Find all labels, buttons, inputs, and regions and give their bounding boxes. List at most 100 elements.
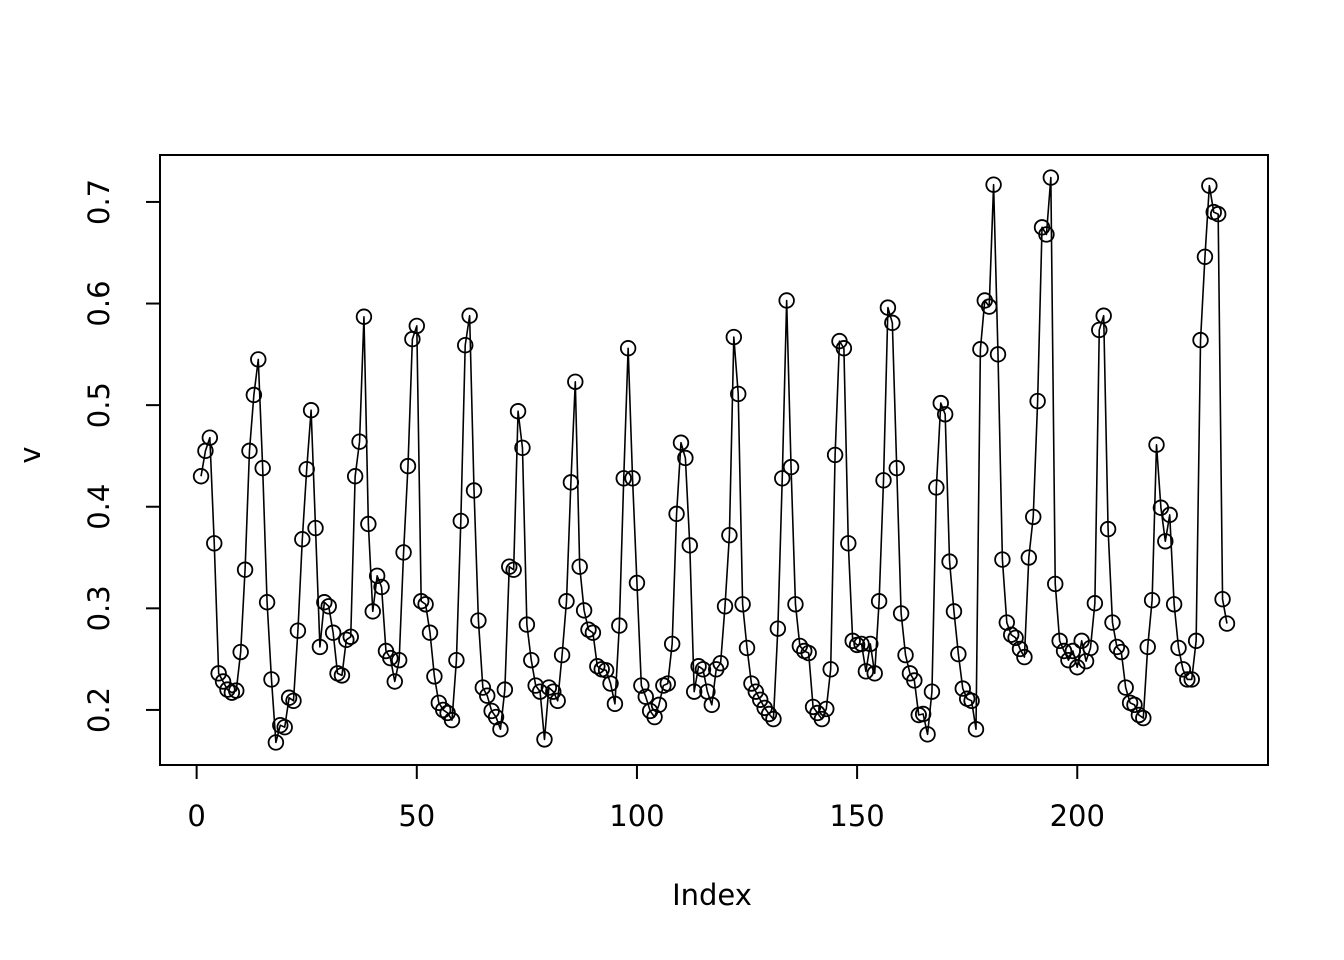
data-point: [545, 683, 562, 700]
data-point: [465, 482, 483, 499]
y-tick-label: 0.6: [82, 280, 116, 326]
data-point: [1196, 248, 1214, 265]
data-point: [919, 726, 936, 743]
data-series: [192, 169, 1236, 751]
data-point: [368, 567, 386, 585]
data-point: [619, 340, 637, 357]
data-point: [509, 403, 527, 420]
data-point: [496, 681, 514, 698]
data-point: [316, 594, 333, 611]
data-point: [382, 649, 399, 667]
plot-border: [159, 154, 1269, 766]
data-point: [835, 340, 853, 357]
data-point: [862, 635, 879, 653]
data-point: [518, 616, 536, 633]
data-point: [1007, 629, 1024, 647]
data-point: [892, 605, 910, 622]
data-point: [258, 594, 276, 611]
data-point: [906, 672, 923, 689]
x-tick-label: 150: [829, 799, 884, 833]
data-point: [853, 635, 870, 653]
data-point: [826, 446, 844, 464]
data-point: [1187, 632, 1205, 650]
data-point: [536, 731, 553, 748]
data-point: [650, 696, 668, 714]
data-point: [637, 688, 654, 705]
data-point: [760, 705, 778, 723]
data-point: [448, 651, 465, 669]
data-point: [721, 526, 738, 544]
data-point: [219, 681, 236, 698]
data-point: [417, 596, 434, 613]
data-point: [250, 351, 267, 368]
data-point: [298, 460, 315, 478]
data-point: [360, 515, 377, 533]
data-point: [1095, 307, 1112, 324]
data-point: [245, 386, 263, 404]
data-point: [1025, 508, 1042, 526]
data-point: [954, 680, 971, 697]
data-point: [1192, 331, 1209, 349]
data-point: [1020, 549, 1038, 566]
data-point: [694, 661, 712, 678]
data-point: [668, 505, 685, 523]
data-point: [738, 639, 756, 657]
data-point: [351, 433, 368, 450]
data-point: [782, 458, 800, 476]
data-point: [1104, 614, 1121, 631]
data-point: [752, 691, 769, 708]
data-point: [884, 314, 901, 332]
data-point: [562, 474, 580, 491]
data-point: [1214, 590, 1231, 608]
data-point: [589, 658, 606, 675]
data-point: [1201, 177, 1218, 194]
y-tick-label: 0.2: [82, 687, 116, 733]
data-point: [734, 596, 751, 613]
data-point: [267, 734, 285, 751]
data-point: [1082, 639, 1099, 657]
data-point: [1183, 671, 1200, 688]
data-point: [611, 617, 628, 634]
data-point: [980, 298, 998, 315]
data-point: [390, 651, 408, 669]
data-point: [501, 558, 518, 575]
data-point: [1170, 639, 1187, 657]
data-point: [672, 434, 690, 451]
data-point: [972, 341, 989, 358]
data-point: [584, 624, 602, 641]
data-point: [395, 544, 412, 561]
data-point: [276, 719, 293, 736]
data-point: [725, 328, 743, 346]
data-point: [703, 696, 721, 714]
x-tick-label: 0: [187, 799, 205, 833]
data-point: [615, 470, 632, 487]
data-point: [633, 677, 650, 694]
y-axis-title: v: [13, 446, 47, 463]
data-point: [1108, 638, 1126, 656]
data-point: [774, 470, 791, 487]
data-point: [1069, 659, 1086, 676]
data-point: [844, 632, 861, 650]
x-tick-label: 100: [609, 799, 664, 833]
data-point: [553, 646, 571, 664]
data-point: [1179, 671, 1196, 688]
data-point: [941, 553, 958, 570]
x-tick-label: 50: [398, 799, 435, 833]
data-point: [765, 710, 782, 728]
data-point: [567, 373, 584, 390]
data-point: [435, 701, 452, 719]
x-axis: 0 50 100 150 200: [187, 765, 1105, 833]
data-point: [1011, 640, 1029, 658]
data-point: [994, 551, 1011, 568]
data-point: [936, 406, 954, 423]
data-point: [1117, 679, 1134, 696]
data-point: [294, 531, 311, 548]
data-point: [307, 519, 324, 537]
data-point: [1135, 709, 1152, 727]
data-point: [580, 621, 597, 638]
data-point: [945, 603, 963, 620]
data-point: [531, 683, 549, 700]
data-point: [1047, 575, 1064, 593]
